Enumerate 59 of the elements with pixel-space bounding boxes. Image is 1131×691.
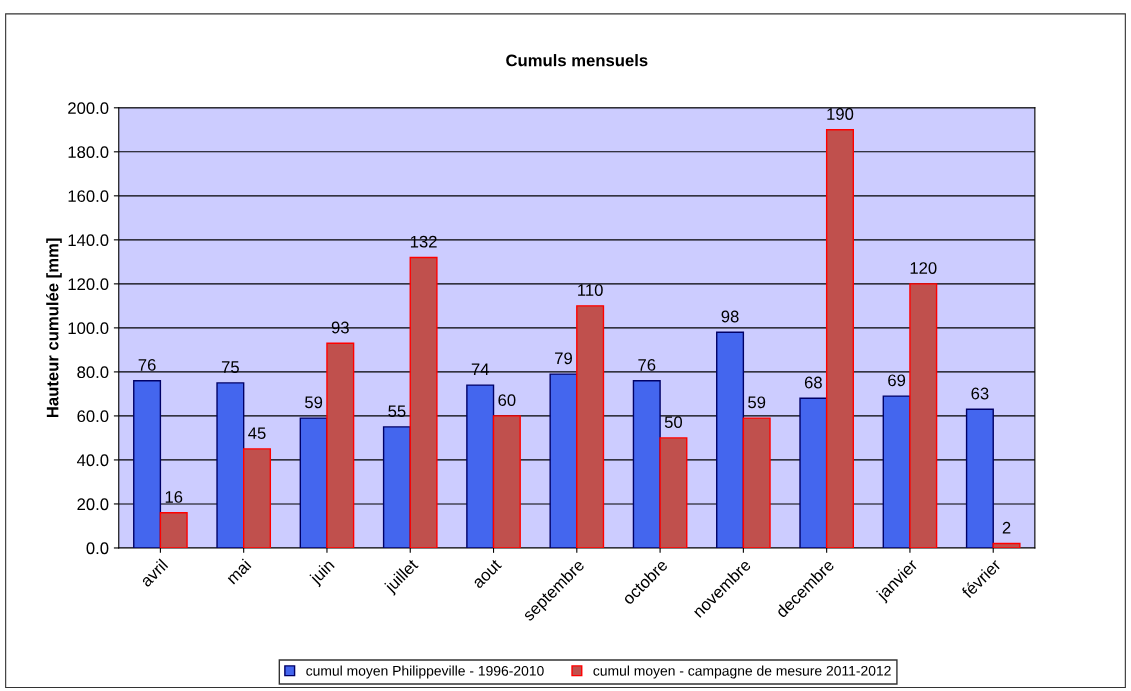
data-label: 110 xyxy=(578,284,603,296)
data-label: 2 xyxy=(1002,521,1011,534)
y-tick-label: 60.0 xyxy=(77,410,109,423)
bar xyxy=(466,384,495,548)
bar xyxy=(549,373,578,548)
bar xyxy=(742,417,771,548)
bar xyxy=(992,542,1021,548)
bar xyxy=(659,437,688,548)
y-tick-label: 80.0 xyxy=(77,366,109,379)
bar xyxy=(716,331,745,548)
bar xyxy=(382,426,411,548)
y-tick-label: 20.0 xyxy=(77,498,109,511)
bar xyxy=(326,342,355,548)
bar xyxy=(882,395,911,548)
y-tick-label: 100.0 xyxy=(68,322,109,335)
y-tick-label: 200.0 xyxy=(68,102,109,114)
data-label: 98 xyxy=(721,310,739,323)
bar xyxy=(632,380,661,548)
bar xyxy=(159,512,188,548)
bar xyxy=(409,256,438,548)
data-label: 76 xyxy=(138,359,156,371)
data-label: 16 xyxy=(165,491,183,503)
legend-label: cumul moyen - campagne de mesure 2011-2012 xyxy=(593,665,891,679)
data-label: 55 xyxy=(388,405,406,418)
data-label: 45 xyxy=(248,427,266,440)
bar xyxy=(576,305,605,548)
data-label: 63 xyxy=(971,387,989,400)
data-label: 120 xyxy=(910,262,937,274)
data-label: 75 xyxy=(221,361,239,373)
bar xyxy=(299,417,328,548)
chart-title: Cumuls mensuels xyxy=(506,54,648,67)
bar xyxy=(492,415,521,548)
data-label: 50 xyxy=(664,416,683,429)
x-tick-label: aout xyxy=(472,558,503,589)
y-tick-label: 180.0 xyxy=(68,146,109,159)
bar xyxy=(242,448,272,548)
data-label: 68 xyxy=(804,376,822,389)
legend-label: cumul moyen Philippeville - 1996-2010 xyxy=(306,665,544,679)
x-tick-label: mai xyxy=(225,558,252,585)
x-tick-label: juin xyxy=(308,558,338,588)
data-label: 59 xyxy=(305,396,323,409)
data-label: 69 xyxy=(888,374,906,387)
bar xyxy=(133,380,162,548)
bar xyxy=(909,283,938,548)
y-tick-label: 0.0 xyxy=(86,542,109,555)
bar xyxy=(825,129,855,548)
data-label: 79 xyxy=(555,352,572,365)
y-tick-label: 120.0 xyxy=(68,278,109,291)
y-axis-title: Hauteur cumulée [mm] xyxy=(46,238,62,418)
y-tick-label: 140.0 xyxy=(68,234,109,247)
data-label: 76 xyxy=(638,359,656,371)
bar xyxy=(799,397,828,548)
bar xyxy=(216,382,245,548)
data-label: 60 xyxy=(498,394,516,407)
y-tick-label: 160.0 xyxy=(68,190,109,203)
data-label: 59 xyxy=(748,396,766,409)
y-tick-label: 40.0 xyxy=(76,454,109,467)
data-label: 190 xyxy=(827,108,854,120)
bar xyxy=(965,408,994,548)
